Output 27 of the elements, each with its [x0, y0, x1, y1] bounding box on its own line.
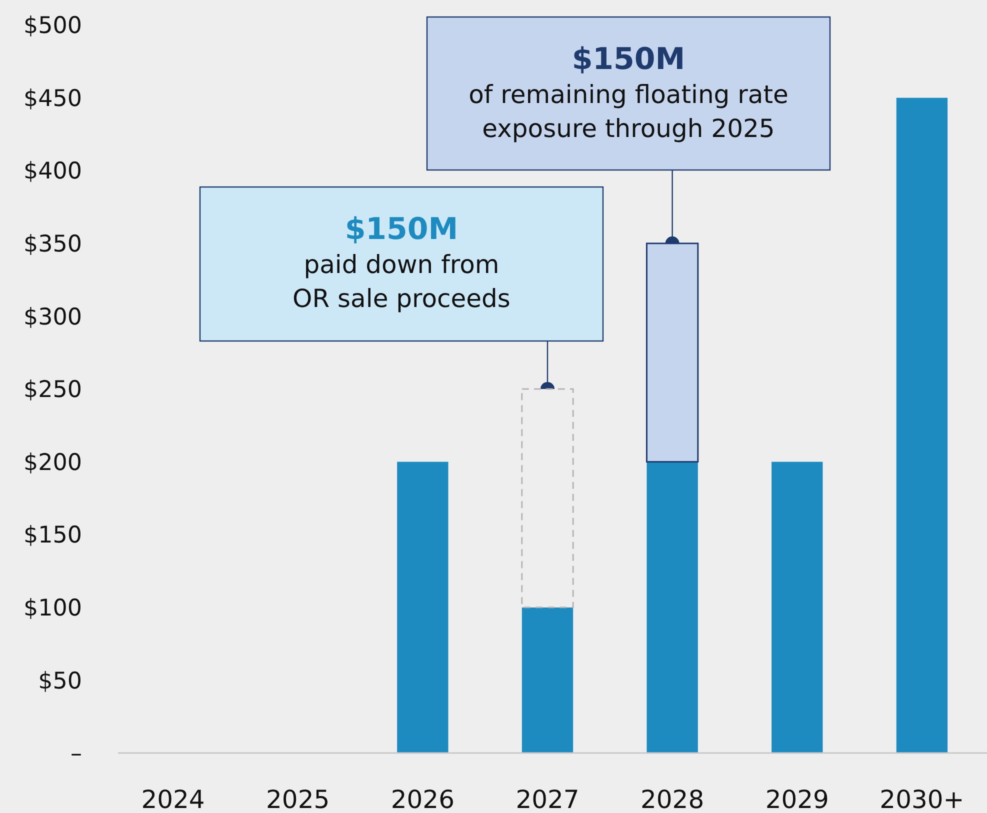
y-tick-label: $250 [23, 377, 82, 404]
y-tick-label: $150 [23, 522, 82, 549]
y-tick-label: $450 [23, 86, 82, 112]
y-tick-label: $500 [23, 13, 82, 40]
y-tick-label: $350 [23, 231, 82, 258]
y-tick-label: $400 [23, 158, 82, 185]
annotation: $150M paid down from OR sale proceeds [292, 212, 510, 313]
x-tick-label: 2026 [390, 785, 454, 813]
bar [397, 462, 448, 753]
y-tick-label: $300 [23, 304, 82, 330]
bar [521, 388, 574, 608]
bar [522, 607, 574, 753]
x-tick-label: 2027 [516, 785, 580, 813]
x-tick-label: 2028 [640, 785, 704, 813]
y-tick-label: $100 [23, 595, 82, 622]
y-tick-label: – [70, 741, 82, 768]
x-tick-label: 2025 [266, 785, 330, 813]
x-tick-label: 2024 [141, 785, 205, 813]
bar [772, 462, 823, 753]
x-tick-label: 2030+ [880, 785, 964, 813]
y-tick-label: $200 [23, 450, 82, 476]
x-tick-label: 2029 [765, 785, 829, 813]
y-tick-label: $50 [38, 668, 82, 694]
bar [646, 242, 699, 463]
bar [646, 462, 698, 753]
bar [896, 98, 948, 753]
annotation: $150M of remaining floating rate exposure through 2025 [468, 42, 788, 143]
